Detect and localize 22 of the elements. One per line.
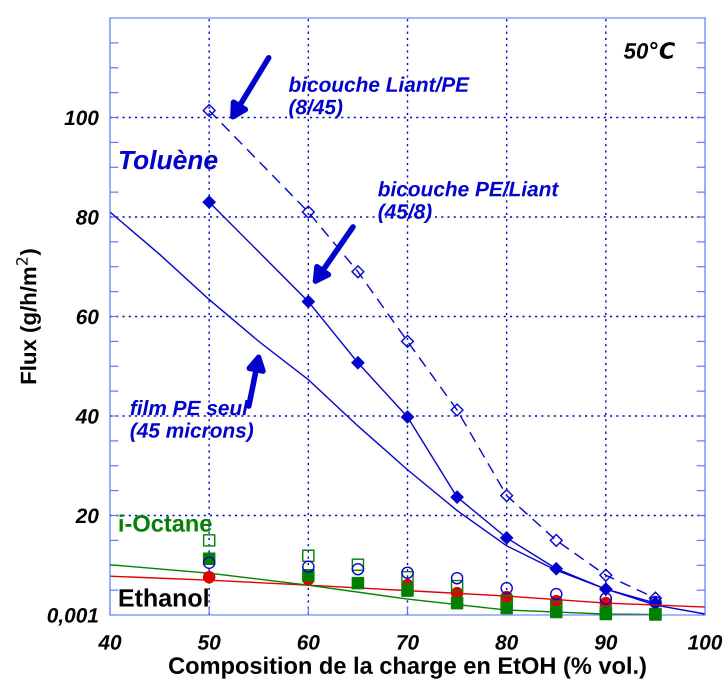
y-tick-label: 100 — [64, 110, 99, 126]
x-axis-title: Composition de la charge en EtOH (% vol.) — [169, 656, 646, 679]
annotation: i-Octane — [120, 514, 212, 532]
x-tick-label: 70 — [397, 634, 419, 650]
annotation: Ethanol — [120, 588, 208, 607]
annotation: bicouche PE/Liant (45/8) — [378, 181, 560, 224]
y-tick-label: 0,001 — [48, 608, 98, 626]
y-tick-label: 20 — [75, 508, 99, 524]
x-tick-label: 90 — [594, 634, 618, 650]
y-tick-label: 40 — [75, 409, 99, 424]
x-tick-label: 60 — [298, 634, 320, 650]
x-tick-label: 40 — [98, 634, 122, 650]
annotation: 50℃ — [624, 42, 676, 59]
y-tick-label: 60 — [76, 310, 99, 324]
y-axis-title: Flux (g/h/m$^{2}$) — [16, 249, 41, 384]
annotation: bicouche Liant/PE (8/45) — [288, 76, 470, 119]
annotation: film PE seul (45 microns) — [130, 400, 254, 442]
annotation: Toluène — [120, 150, 218, 170]
x-tick-label: 50 — [198, 634, 221, 650]
x-tick-label: 100 — [688, 634, 722, 650]
x-tick-label: 80 — [495, 634, 518, 650]
y-tick-label: 80 — [76, 210, 99, 225]
